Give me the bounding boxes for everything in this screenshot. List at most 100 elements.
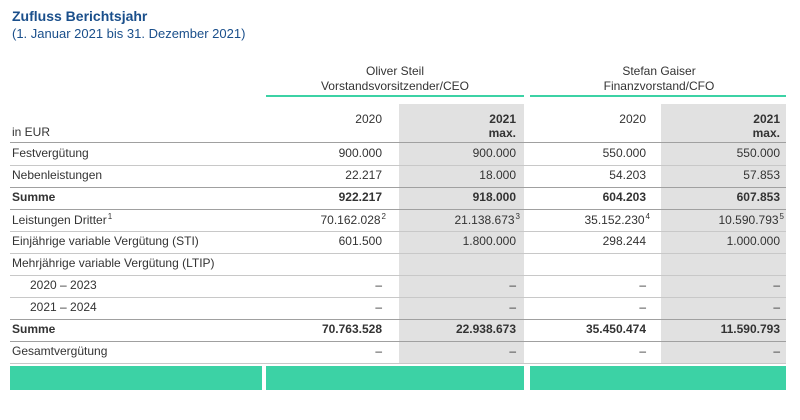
cell-value: – (639, 344, 646, 358)
cell-steil-2021: 918.000 (396, 190, 516, 204)
row-divider (10, 187, 786, 188)
row-divider (10, 319, 786, 320)
cell-value: – (773, 278, 780, 292)
footnote-marker: 1 (107, 212, 113, 221)
cell-value: 70.763.528 (321, 322, 382, 336)
person-header-steil: Oliver Steil Vorstandsvorsitzender/CEO (264, 64, 526, 94)
footnote-marker: 2 (381, 212, 386, 221)
cell-gaiser-2021: 10.590.7935 (664, 212, 784, 227)
cell-value: 922.217 (338, 190, 382, 204)
cell-steil-2020: 70.162.0282 (266, 212, 386, 227)
row-label-text: Leistungen Dritter (12, 213, 107, 227)
row-divider (10, 253, 786, 254)
row-label-text: Nebenleistungen (12, 168, 103, 182)
cell-steil-2020: 22.217 (262, 168, 382, 182)
row-label: Gesamtvergütung (12, 344, 107, 358)
cell-gaiser-2020: 35.450.474 (526, 322, 646, 336)
person-name: Stefan Gaiser (622, 64, 696, 78)
row-label: Summe (12, 322, 55, 336)
person-name: Oliver Steil (365, 64, 424, 78)
person-role: Finanzvorstand/CFO (603, 79, 715, 93)
unit-label: in EUR (12, 125, 51, 139)
cell-steil-2021: 18.000 (396, 168, 516, 182)
cell-value: – (639, 300, 646, 314)
header-underline-steil (266, 95, 524, 97)
cell-steil-2020: 70.763.528 (262, 322, 382, 336)
cell-steil-2020: 922.217 (262, 190, 382, 204)
row-divider (10, 209, 786, 210)
col-header-gaiser-2021-sub: max. (752, 126, 780, 140)
col-header-gaiser-2021: 2021 (753, 112, 780, 126)
cell-value: 550.000 (736, 146, 780, 160)
cell-value: 918.000 (472, 190, 516, 204)
cell-value: – (509, 278, 516, 292)
row-label: Einjährige variable Vergütung (STI) (12, 234, 199, 248)
cell-gaiser-2021: 57.853 (660, 168, 780, 182)
row-label: 2020 – 2023 (30, 278, 97, 292)
col-header-gaiser-2020: 2020 (619, 112, 646, 126)
cell-value: – (509, 300, 516, 314)
cell-gaiser-2021: 1.000.000 (660, 234, 780, 248)
footnote-marker: 3 (515, 212, 520, 221)
cell-gaiser-2020: – (526, 278, 646, 292)
row-label-text: Summe (12, 190, 56, 204)
cell-gaiser-2021: – (660, 300, 780, 314)
cell-value: 10.590.793 (718, 213, 779, 227)
footnote-marker: 4 (645, 212, 650, 221)
cell-gaiser-2021: – (660, 344, 780, 358)
cell-steil-2020: – (262, 300, 382, 314)
table-subtitle: (1. Januar 2021 bis 31. Dezember 2021) (12, 26, 246, 41)
cell-value: 54.203 (609, 168, 646, 182)
row-label: Summe (12, 190, 55, 204)
row-label: Festvergütung (12, 146, 89, 160)
cell-value: – (773, 344, 780, 358)
row-divider (10, 231, 786, 232)
cell-value: 607.853 (736, 190, 780, 204)
row-label-text: Summe (12, 322, 56, 336)
total-bar-gaiser (530, 366, 786, 390)
cell-steil-2021: – (396, 344, 516, 358)
cell-gaiser-2020: 604.203 (526, 190, 646, 204)
cell-value: 900.000 (338, 146, 382, 160)
cell-steil-2020: 601.500 (262, 234, 382, 248)
row-divider (10, 341, 786, 342)
shade-col-steil-2021 (399, 104, 524, 364)
cell-value: 57.853 (743, 168, 780, 182)
cell-steil-2020: – (262, 344, 382, 358)
row-divider (10, 275, 786, 276)
cell-value: 900.000 (472, 146, 516, 160)
cell-value: 1.800.000 (462, 234, 516, 248)
cell-value: – (375, 300, 382, 314)
total-bar-label (10, 366, 262, 390)
cell-steil-2021: – (396, 300, 516, 314)
row-label: 2021 – 2024 (30, 300, 97, 314)
cell-value: – (639, 278, 646, 292)
cell-value: – (375, 278, 382, 292)
cell-gaiser-2020: 298.244 (526, 234, 646, 248)
col-header-steil-2020: 2020 (355, 112, 382, 126)
cell-gaiser-2020: 54.203 (526, 168, 646, 182)
cell-value: – (375, 344, 382, 358)
cell-value: 11.590.793 (720, 322, 780, 336)
cell-steil-2021: 21.138.6733 (400, 212, 520, 227)
cell-value: 22.217 (345, 168, 382, 182)
row-divider (10, 363, 786, 364)
cell-gaiser-2021: – (660, 278, 780, 292)
cell-value: – (509, 344, 516, 358)
cell-value: 21.138.673 (454, 213, 515, 227)
cell-steil-2021: – (396, 278, 516, 292)
row-divider (10, 297, 786, 298)
row-label-text: Gesamtvergütung (12, 344, 108, 358)
table-title: Zufluss Berichtsjahr (12, 8, 148, 24)
cell-value: 35.450.474 (585, 322, 646, 336)
person-header-gaiser: Stefan Gaiser Finanzvorstand/CFO (528, 64, 790, 94)
cell-value: 1.000.000 (726, 234, 780, 248)
header-underline-gaiser (530, 95, 786, 97)
col-header-steil-2021-sub: max. (488, 126, 516, 140)
row-label-text: 2021 – 2024 (30, 300, 97, 314)
cell-gaiser-2020: 550.000 (526, 146, 646, 160)
cell-gaiser-2021: 607.853 (660, 190, 780, 204)
row-label-text: Einjährige variable Vergütung (STI) (12, 234, 199, 248)
footnote-marker: 5 (779, 212, 784, 221)
